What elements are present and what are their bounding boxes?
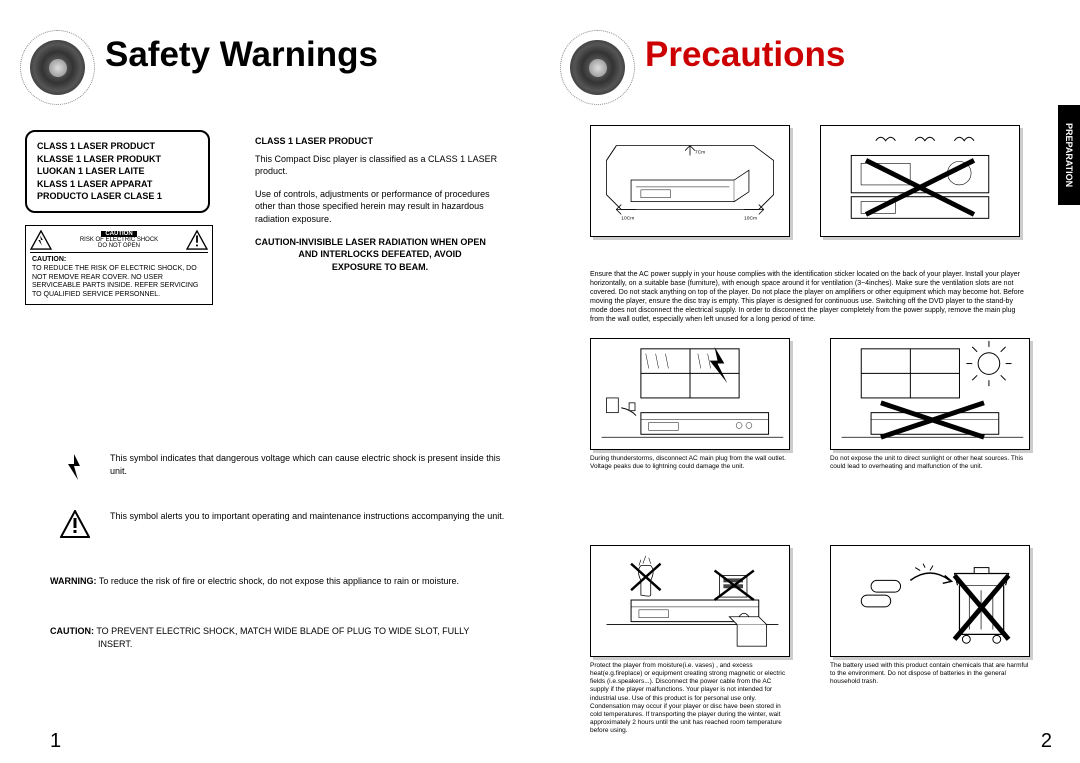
- precautions-main-text: Ensure that the AC power supply in your …: [590, 270, 1030, 325]
- caption-thunderstorm: During thunderstorms, disconnect AC main…: [590, 455, 790, 471]
- class1-warn: EXPOSURE TO BEAM.: [255, 261, 505, 274]
- laser-line: LUOKAN 1 LASER LAITE: [37, 165, 198, 178]
- caption-moisture: Protect the player from moisture(i.e. va…: [590, 662, 790, 735]
- page-number: 1: [50, 730, 61, 753]
- illustration-no-stacking: [820, 125, 1020, 237]
- warning-statement: WARNING: To reduce the risk of fire or e…: [50, 575, 505, 588]
- lightning-icon: [60, 452, 90, 482]
- class1-heading: CLASS 1 LASER PRODUCT: [255, 135, 505, 148]
- page-precautions: Precautions PREPARATION 7Cm 10Cm 10Cm: [540, 0, 1080, 763]
- caution-topline: DO NOT OPEN: [98, 243, 140, 249]
- section-tab-preparation: PREPARATION: [1058, 105, 1080, 205]
- speaker-icon: [20, 30, 95, 105]
- exclamation-triangle-icon: [60, 510, 90, 538]
- page-safety-warnings: Safety Warnings CLASS 1 LASER PRODUCT KL…: [0, 0, 540, 763]
- class1-warn: CAUTION-INVISIBLE LASER RADIATION WHEN O…: [255, 236, 505, 249]
- svg-text:10Cm: 10Cm: [744, 215, 757, 221]
- symbol-exclamation-text: This symbol alerts you to important oper…: [110, 510, 504, 523]
- svg-text:10Cm: 10Cm: [621, 215, 634, 221]
- laser-line: KLASS 1 LASER APPARAT: [37, 178, 198, 191]
- page-number: 2: [1041, 730, 1052, 753]
- caution-label: CAUTION:: [50, 626, 94, 636]
- illustration-ventilation: 7Cm 10Cm 10Cm: [590, 125, 790, 237]
- illustration-row-3: Protect the player from moisture(i.e. va…: [590, 545, 1030, 735]
- class1-section: CLASS 1 LASER PRODUCT This Compact Disc …: [255, 135, 505, 273]
- caution-statement: CAUTION: TO PREVENT ELECTRIC SHOCK, MATC…: [50, 625, 505, 650]
- caution-body: TO REDUCE THE RISK OF ELECTRIC SHOCK, DO…: [32, 265, 198, 298]
- warning-text: To reduce the risk of fire or electric s…: [99, 576, 459, 586]
- symbol-lightning-text: This symbol indicates that dangerous vol…: [110, 452, 505, 477]
- warning-label: WARNING:: [50, 576, 97, 586]
- caption-battery: The battery used with this product conta…: [830, 662, 1030, 686]
- class1-p2: Use of controls, adjustments or performa…: [255, 188, 505, 226]
- speaker-icon: [560, 30, 635, 105]
- symbol-exclamation-row: This symbol alerts you to important oper…: [60, 510, 505, 538]
- caution-text2: INSERT.: [98, 638, 132, 651]
- illustration-row-2: During thunderstorms, disconnect AC main…: [590, 338, 1030, 471]
- caution-shock-box: CAUTION RISK OF ELECTRIC SHOCK DO NOT OP…: [25, 225, 213, 305]
- symbol-lightning-row: This symbol indicates that dangerous vol…: [60, 452, 505, 482]
- laser-line: PRODUCTO LASER CLASE 1: [37, 190, 198, 203]
- title-safety-warnings: Safety Warnings: [105, 35, 378, 75]
- title-precautions: Precautions: [645, 35, 845, 75]
- caution-heading: CAUTION:: [32, 256, 66, 263]
- lightning-triangle-icon: [30, 230, 52, 250]
- illustration-no-sunlight: [830, 338, 1030, 450]
- class1-warn: AND INTERLOCKS DEFEATED, AVOID: [255, 248, 505, 261]
- class1-p1: This Compact Disc player is classified a…: [255, 153, 505, 178]
- svg-text:7Cm: 7Cm: [695, 150, 705, 156]
- laser-line: CLASS 1 LASER PRODUCT: [37, 140, 198, 153]
- exclamation-triangle-icon: [186, 230, 208, 250]
- illustration-row-top: 7Cm 10Cm 10Cm: [590, 125, 1020, 237]
- illustration-moisture: [590, 545, 790, 657]
- illustration-battery-disposal: [830, 545, 1030, 657]
- illustration-thunderstorm: [590, 338, 790, 450]
- laser-line: KLASSE 1 LASER PRODUKT: [37, 153, 198, 166]
- laser-product-box: CLASS 1 LASER PRODUCT KLASSE 1 LASER PRO…: [25, 130, 210, 213]
- caption-no-sunlight: Do not expose the unit to direct sunligh…: [830, 455, 1030, 471]
- caution-text: TO PREVENT ELECTRIC SHOCK, MATCH WIDE BL…: [96, 626, 469, 636]
